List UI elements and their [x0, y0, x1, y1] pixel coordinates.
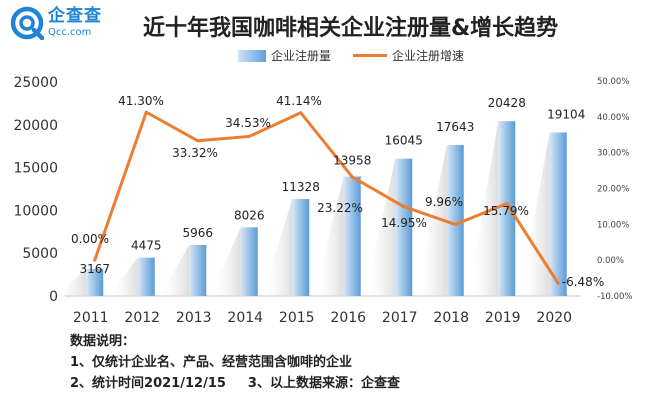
line-value-label: 14.95% — [381, 216, 427, 230]
bar-shadow — [519, 132, 550, 296]
bar — [549, 132, 567, 296]
bar-value-label: 19104 — [547, 107, 585, 121]
x-tick-label: 2015 — [279, 310, 315, 326]
note-2-row: 2、统计时间2021/12/15 3、以上数据来源：企查查 — [70, 373, 400, 394]
logo-name: 企查查 — [48, 6, 102, 26]
left-tick-label: 20000 — [13, 118, 58, 134]
bar-value-label: 20428 — [488, 96, 526, 110]
legend-bar-swatch — [238, 49, 266, 62]
bar-shadow — [159, 244, 190, 296]
bar — [343, 176, 361, 296]
bar-shadow — [365, 158, 396, 296]
legend-bar-label: 企业注册量 — [271, 49, 332, 63]
bar-value-label: 11328 — [282, 180, 320, 194]
growth-point — [556, 281, 560, 285]
bar-value-label: 4475 — [131, 239, 162, 253]
x-tick-label: 2012 — [124, 310, 160, 326]
line-value-label: 33.32% — [172, 146, 218, 160]
left-tick-label: 15000 — [13, 161, 58, 177]
right-tick-label: 30.00% — [597, 149, 629, 159]
line-value-label: -6.48% — [562, 275, 604, 289]
legend-line-swatch — [353, 54, 388, 57]
growth-line — [93, 110, 560, 285]
x-tick-label: 2013 — [176, 310, 212, 326]
right-tick-label: 20.00% — [597, 185, 629, 195]
left-tick-label: 25000 — [13, 75, 58, 91]
legend: 企业注册量 企业注册增速 — [238, 47, 464, 64]
bar-shadow — [416, 144, 447, 296]
x-tick-label: 2020 — [536, 310, 572, 326]
growth-point — [93, 258, 97, 262]
x-tick-label: 2014 — [227, 310, 263, 326]
line-value-label: 15.79% — [483, 204, 529, 218]
line-value-label: 41.30% — [118, 94, 164, 108]
logo: 企查查 Qcc.com — [10, 6, 102, 40]
left-tick-label: 5000 — [22, 246, 58, 262]
chart-title: 近十年我国咖啡相关企业注册量&增长趋势 — [143, 16, 559, 41]
bar — [395, 158, 413, 296]
x-tick-label: 2019 — [485, 310, 521, 326]
bar — [446, 144, 464, 296]
right-tick-label: 0.00% — [597, 256, 624, 266]
growth-point — [402, 205, 406, 209]
bar — [137, 257, 155, 296]
growth-point — [299, 111, 303, 115]
bar-shadow — [210, 227, 241, 296]
bar — [498, 121, 516, 296]
note-3: 3、以上数据来源：企查查 — [247, 376, 400, 391]
right-tick-label: 10.00% — [597, 220, 629, 230]
right-tick-label: 40.00% — [597, 113, 629, 123]
bar-shadow — [107, 257, 138, 296]
qcc-logo-icon — [10, 6, 44, 40]
growth-point — [247, 134, 251, 138]
notes-heading: 数据说明： — [70, 334, 136, 349]
growth-point — [505, 202, 509, 206]
left-tick-label: 0 — [49, 289, 58, 305]
growth-point — [196, 139, 200, 143]
bar-value-label: 3167 — [79, 262, 110, 276]
bar-shadow — [313, 176, 344, 296]
line-value-label: 41.14% — [276, 94, 322, 108]
bar-value-label: 13958 — [333, 154, 371, 168]
legend-line-label: 企业注册增速 — [392, 49, 465, 63]
bar-shadow — [262, 199, 293, 296]
x-tick-label: 2018 — [433, 310, 469, 326]
x-tick-label: 2017 — [382, 310, 418, 326]
bar-value-label: 8026 — [234, 208, 265, 222]
growth-point — [144, 110, 148, 114]
growth-point — [350, 175, 354, 179]
x-tick-label: 2011 — [73, 310, 109, 326]
growth-point — [453, 222, 457, 226]
line-value-label: 23.22% — [317, 201, 363, 215]
left-tick-label: 10000 — [13, 203, 58, 219]
logo-domain: Qcc.com — [48, 27, 92, 38]
bar-value-label: 16045 — [385, 134, 423, 148]
bar-shadow — [56, 268, 87, 296]
bar — [292, 199, 310, 296]
note-1: 1、仅统计企业名、产品、经营范围含咖啡的企业 — [70, 355, 353, 370]
note-2: 2、统计时间2021/12/15 — [70, 376, 226, 391]
bar-value-label: 5966 — [182, 226, 213, 240]
line-value-label: 0.00% — [71, 232, 109, 246]
x-tick-label: 2016 — [330, 310, 366, 326]
line-value-label: 9.96% — [425, 195, 463, 209]
bar — [240, 227, 258, 296]
right-tick-label: -10.00% — [597, 292, 632, 302]
bar-shadow — [468, 121, 499, 296]
line-value-label: 34.53% — [225, 116, 271, 130]
right-tick-label: 50.00% — [597, 77, 629, 87]
bar — [189, 244, 207, 296]
bar-value-label: 17643 — [436, 120, 474, 134]
bar — [86, 268, 104, 296]
notes: 数据说明： 1、仅统计企业名、产品、经营范围含咖啡的企业 2、统计时间2021/… — [70, 331, 400, 394]
